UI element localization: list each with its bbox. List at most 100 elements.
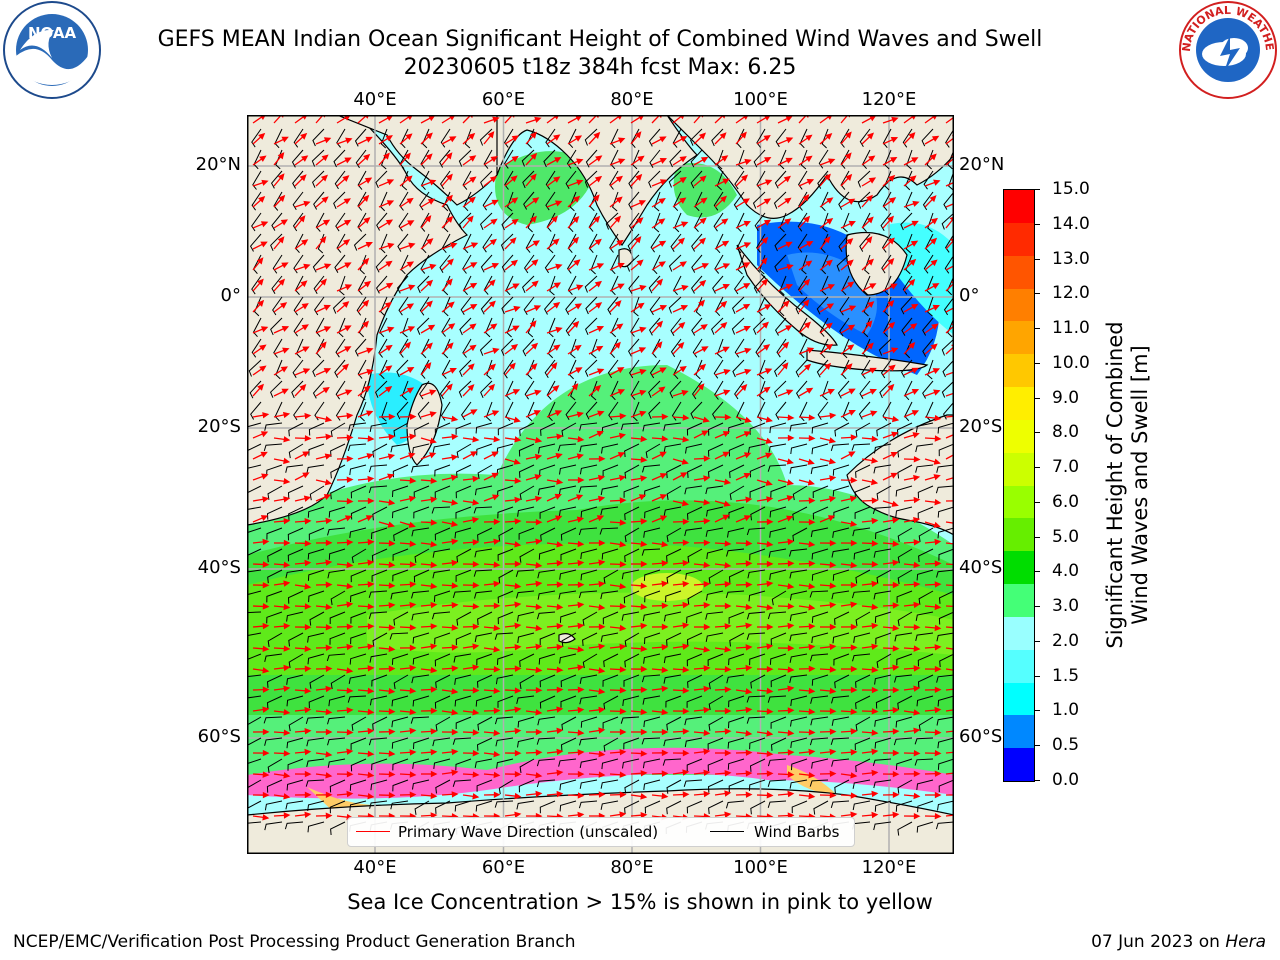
wind-barb: [686, 422, 703, 436]
wave-arrow-head: [661, 666, 669, 674]
wind-barb: [585, 317, 598, 335]
wind-barb: [630, 317, 640, 337]
wave-arrow-head: [468, 132, 476, 140]
wave-arrow-head: [931, 135, 940, 142]
wave-arrow-head: [388, 413, 396, 420]
wind-barb: [439, 380, 451, 400]
wave-arrow-head: [766, 540, 774, 548]
wave-arrow-head: [277, 236, 285, 244]
wind-barb: [632, 149, 640, 170]
wave-arrow-head: [785, 157, 793, 164]
wind-barb: [943, 296, 954, 316]
wind-barb: [561, 632, 577, 647]
wave-arrow-head: [850, 520, 858, 527]
wave-arrow-head: [345, 137, 353, 144]
wind-barb: [707, 464, 724, 478]
wind-barb: [936, 569, 954, 578]
wave-arrow-head: [470, 451, 478, 458]
wind-barb: [539, 632, 556, 645]
wave-arrow-head: [682, 518, 690, 525]
wave-arrow-head: [722, 346, 730, 353]
wind-barb: [666, 716, 682, 731]
wave-arrow-head: [493, 561, 501, 568]
wind-barb: [691, 317, 703, 336]
wind-barb: [665, 590, 682, 603]
wave-arrow-head: [658, 218, 666, 225]
wave-arrow-head: [661, 749, 669, 757]
wave-arrow-head: [535, 624, 543, 632]
wind-barb: [641, 737, 661, 745]
wave-arrow-head: [887, 300, 895, 307]
wind-barb: [372, 632, 388, 647]
wind-barb: [832, 569, 850, 581]
wave-arrow-head: [619, 749, 627, 756]
wind-barb: [603, 695, 619, 710]
wind-barb: [431, 506, 451, 514]
wind-barb: [686, 632, 703, 646]
wave-arrow-head: [304, 583, 312, 590]
wind-barb: [756, 128, 766, 148]
wave-arrow-head: [281, 136, 289, 143]
wave-arrow-head: [552, 385, 560, 392]
wind-barb: [602, 464, 619, 477]
wind-barb: [643, 716, 661, 728]
wind-barb: [902, 128, 913, 148]
wave-arrow-head: [682, 666, 690, 673]
wind-barb: [313, 296, 325, 316]
wind-barb: [810, 464, 829, 475]
wind-barb: [770, 674, 787, 688]
wind-barb: [789, 779, 808, 789]
wind-barb: [264, 422, 283, 431]
wind-barb: [537, 716, 556, 726]
wind-barb: [832, 527, 850, 538]
wind-barb: [881, 254, 892, 274]
wind-barb: [560, 695, 577, 708]
wind-barb: [905, 254, 913, 275]
wave-arrow-head: [346, 643, 354, 651]
wave-arrow-head: [511, 135, 520, 142]
wind-barb: [314, 401, 325, 421]
wave-arrow-head: [871, 603, 879, 611]
wave-arrow-head: [745, 644, 753, 651]
wind-barb: [708, 695, 724, 711]
wave-arrow-head: [363, 217, 371, 224]
wind-barb: [435, 779, 451, 794]
wind-barb: [834, 611, 850, 625]
wave-arrow-head: [656, 278, 664, 286]
wind-barb: [476, 674, 493, 688]
wind-barb: [729, 464, 745, 479]
colorbar-segment: [1004, 616, 1034, 651]
wind-barb: [251, 338, 262, 358]
wind-barb: [330, 590, 346, 606]
wave-arrow-head: [802, 299, 810, 307]
wind-barb: [309, 485, 325, 501]
wind-barb: [500, 233, 514, 251]
wave-arrow-head: [535, 518, 543, 526]
colorbar-tick-label: 15.0: [1052, 179, 1090, 199]
wave-arrow-head: [409, 791, 417, 798]
wind-barb: [937, 758, 954, 770]
wind-barb: [624, 800, 640, 815]
wind-barb: [897, 569, 913, 585]
wind-barb: [368, 485, 388, 494]
wind-barb: [771, 590, 787, 606]
wind-barb: [335, 401, 346, 421]
wind-barb: [662, 758, 682, 766]
wave-arrow-head: [682, 436, 690, 443]
wave-arrow-head: [640, 812, 648, 819]
wind-barb: [769, 527, 787, 538]
wave-arrow-head: [598, 623, 606, 631]
wind-barb: [557, 443, 577, 452]
wind-barb: [917, 653, 934, 667]
wave-arrow-head: [682, 728, 690, 735]
wind-barb: [591, 338, 598, 359]
wave-arrow-head: [430, 496, 438, 503]
wave-arrow-head: [470, 262, 478, 269]
wave-arrow-head: [409, 708, 417, 716]
wave-arrow-head: [682, 643, 690, 650]
colorbar-tick-label: 1.0: [1052, 700, 1080, 721]
wind-barb: [599, 527, 619, 535]
wind-barb: [357, 212, 367, 232]
lon-label-bottom: 100°E: [733, 857, 788, 878]
wind-barb: [267, 485, 283, 500]
